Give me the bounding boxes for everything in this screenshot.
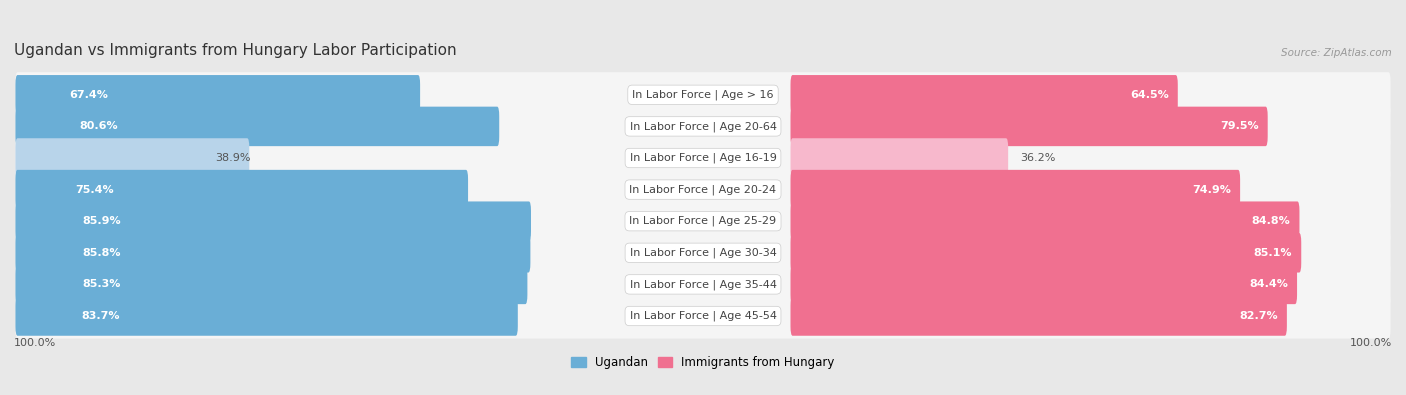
FancyBboxPatch shape (15, 107, 499, 146)
FancyBboxPatch shape (15, 135, 1391, 181)
FancyBboxPatch shape (790, 265, 1298, 304)
FancyBboxPatch shape (790, 75, 1178, 115)
FancyBboxPatch shape (15, 75, 420, 115)
Text: In Labor Force | Age 25-29: In Labor Force | Age 25-29 (630, 216, 776, 226)
FancyBboxPatch shape (790, 170, 1240, 209)
Text: 85.8%: 85.8% (83, 248, 121, 258)
Text: 85.3%: 85.3% (83, 279, 121, 290)
FancyBboxPatch shape (15, 293, 1391, 339)
FancyBboxPatch shape (790, 201, 1299, 241)
Text: 79.5%: 79.5% (1220, 121, 1258, 132)
Text: In Labor Force | Age 30-34: In Labor Force | Age 30-34 (630, 248, 776, 258)
FancyBboxPatch shape (15, 233, 530, 273)
FancyBboxPatch shape (15, 72, 1391, 117)
FancyBboxPatch shape (790, 296, 1286, 336)
Text: 82.7%: 82.7% (1239, 311, 1278, 321)
FancyBboxPatch shape (790, 107, 1268, 146)
Text: In Labor Force | Age > 16: In Labor Force | Age > 16 (633, 90, 773, 100)
FancyBboxPatch shape (790, 233, 1302, 273)
FancyBboxPatch shape (15, 199, 1391, 244)
FancyBboxPatch shape (15, 167, 1391, 212)
Text: 67.4%: 67.4% (69, 90, 108, 100)
Text: In Labor Force | Age 16-19: In Labor Force | Age 16-19 (630, 153, 776, 163)
Text: 74.9%: 74.9% (1192, 184, 1232, 195)
FancyBboxPatch shape (15, 104, 1391, 149)
Text: 85.9%: 85.9% (83, 216, 121, 226)
Text: In Labor Force | Age 45-54: In Labor Force | Age 45-54 (630, 311, 776, 321)
FancyBboxPatch shape (15, 138, 249, 178)
Text: In Labor Force | Age 20-64: In Labor Force | Age 20-64 (630, 121, 776, 132)
FancyBboxPatch shape (15, 296, 517, 336)
Text: In Labor Force | Age 35-44: In Labor Force | Age 35-44 (630, 279, 776, 290)
FancyBboxPatch shape (15, 262, 1391, 307)
Text: Source: ZipAtlas.com: Source: ZipAtlas.com (1281, 49, 1392, 58)
FancyBboxPatch shape (15, 201, 531, 241)
Text: 100.0%: 100.0% (14, 338, 56, 348)
FancyBboxPatch shape (15, 230, 1391, 275)
Text: 84.8%: 84.8% (1251, 216, 1291, 226)
FancyBboxPatch shape (15, 265, 527, 304)
Text: 38.9%: 38.9% (215, 153, 250, 163)
Legend: Ugandan, Immigrants from Hungary: Ugandan, Immigrants from Hungary (571, 356, 835, 369)
FancyBboxPatch shape (15, 170, 468, 209)
Text: 64.5%: 64.5% (1130, 90, 1168, 100)
FancyBboxPatch shape (790, 138, 1008, 178)
Text: 84.4%: 84.4% (1249, 279, 1288, 290)
Text: 83.7%: 83.7% (82, 311, 120, 321)
Text: In Labor Force | Age 20-24: In Labor Force | Age 20-24 (630, 184, 776, 195)
Text: 75.4%: 75.4% (75, 184, 114, 195)
Text: 100.0%: 100.0% (1350, 338, 1392, 348)
Text: 80.6%: 80.6% (79, 121, 118, 132)
Text: 36.2%: 36.2% (1019, 153, 1056, 163)
Text: Ugandan vs Immigrants from Hungary Labor Participation: Ugandan vs Immigrants from Hungary Labor… (14, 43, 457, 58)
Text: 85.1%: 85.1% (1254, 248, 1292, 258)
